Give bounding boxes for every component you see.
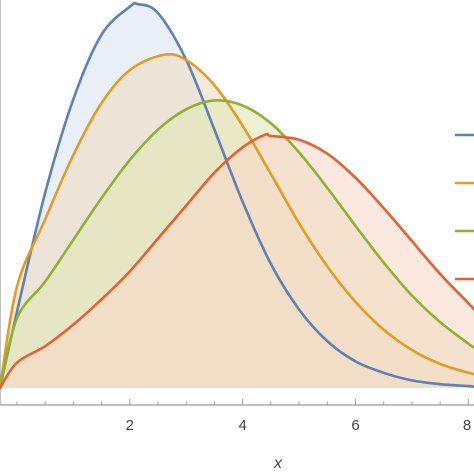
x-tick-label: 6 bbox=[351, 417, 359, 434]
area-fill-4 bbox=[0, 133, 474, 388]
legend bbox=[455, 133, 474, 281]
series-line-1 bbox=[0, 1, 474, 390]
series-line-3 bbox=[0, 99, 474, 390]
area-fills bbox=[0, 3, 474, 389]
x-tick-label: 8 bbox=[463, 417, 471, 434]
x-tick-label: 4 bbox=[238, 417, 246, 434]
series-lines bbox=[0, 1, 474, 390]
series-line-4 bbox=[0, 132, 474, 390]
x-tick-label: 2 bbox=[126, 417, 134, 434]
x-axis-title: x bbox=[273, 455, 283, 472]
plot-frame bbox=[0, 0, 474, 406]
x-axis-tick-labels: 2 4 6 8 bbox=[126, 417, 472, 434]
x-axis-ticks bbox=[16, 399, 469, 405]
series-line-2 bbox=[0, 52, 474, 390]
